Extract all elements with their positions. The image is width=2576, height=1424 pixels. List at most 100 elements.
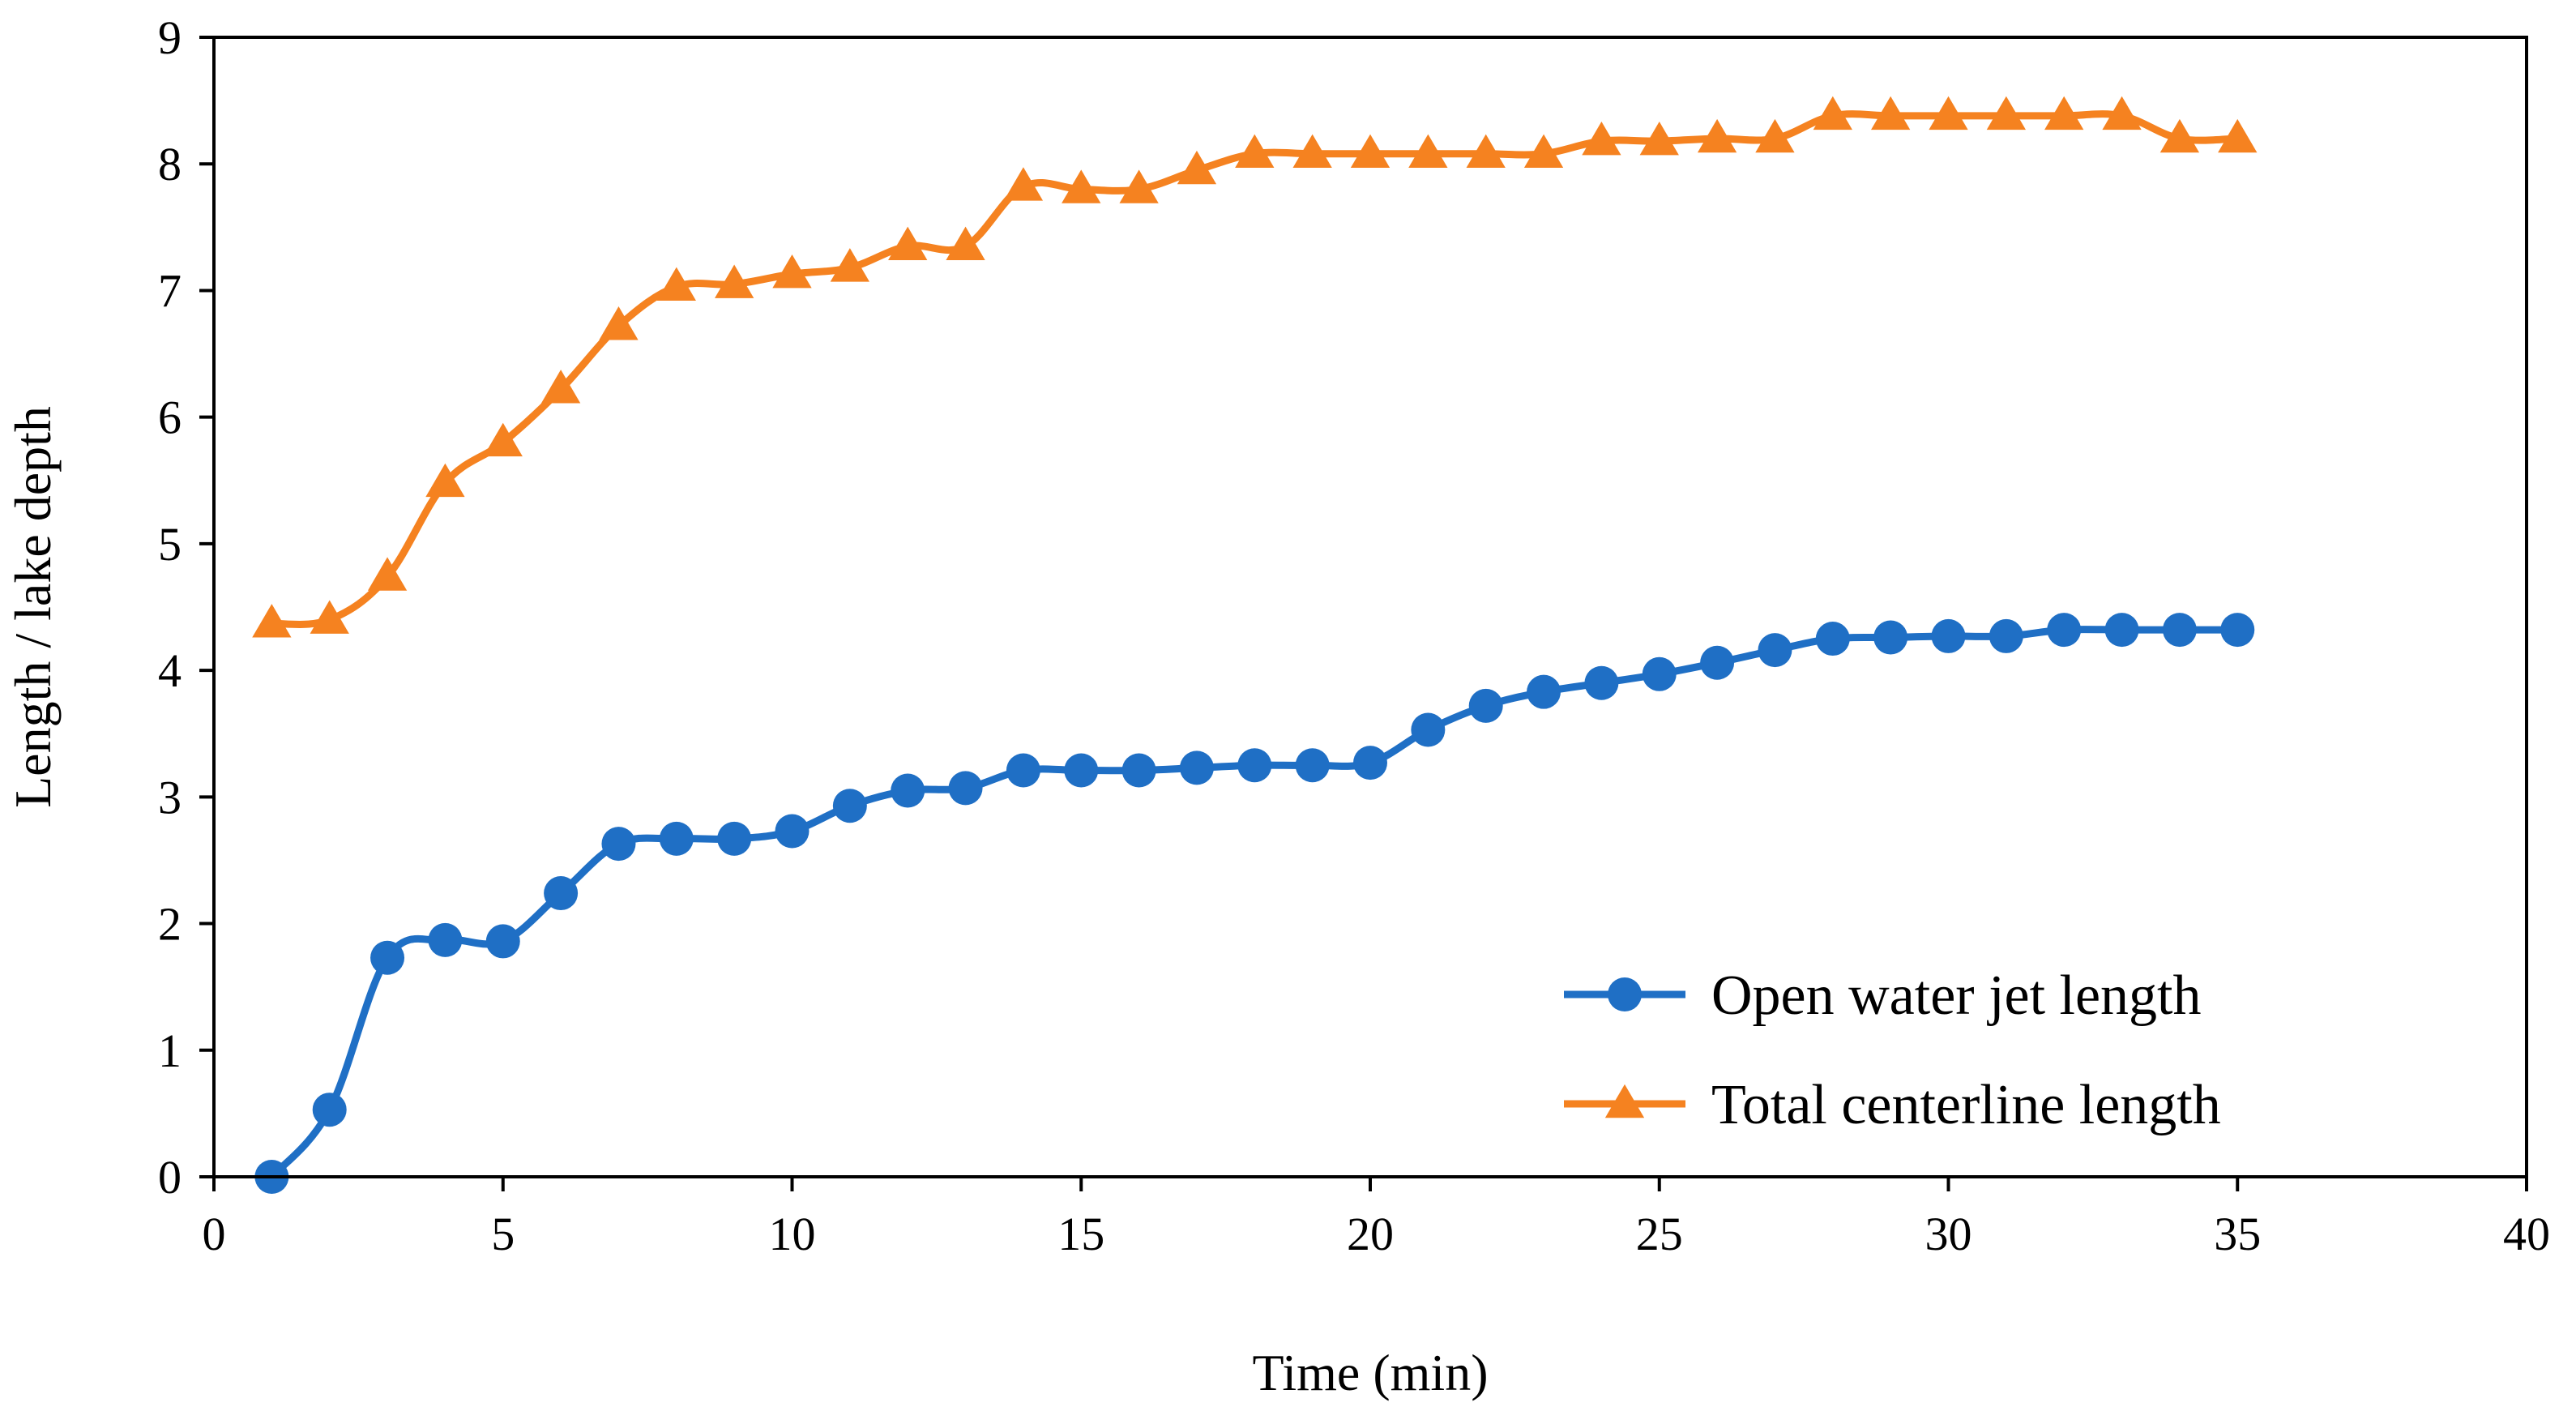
data-point bbox=[659, 821, 694, 856]
data-point bbox=[370, 940, 405, 975]
x-tick-label: 0 bbox=[203, 1208, 226, 1260]
series-layer bbox=[252, 96, 2258, 1194]
data-point bbox=[483, 422, 523, 457]
y-tick-label: 3 bbox=[158, 771, 182, 823]
y-tick-label: 0 bbox=[158, 1151, 182, 1204]
data-point bbox=[1350, 134, 1391, 168]
data-point bbox=[1871, 96, 1911, 130]
legend-label: Open water jet length bbox=[1711, 964, 2202, 1027]
data-point bbox=[1815, 622, 1850, 656]
data-point bbox=[2218, 118, 2258, 153]
y-axis-title: Length / lake depth bbox=[4, 406, 62, 808]
data-point bbox=[599, 306, 639, 340]
data-point bbox=[1411, 712, 1446, 747]
legend-item: Open water jet length bbox=[1564, 964, 2202, 1027]
legend-label: Total centerline length bbox=[1711, 1074, 2221, 1136]
y-axis-ticks: 0 1 2 3 4 5 6 7 8 9 bbox=[158, 11, 214, 1204]
y-tick-label: 9 bbox=[158, 11, 182, 64]
plot-area-border bbox=[212, 36, 2528, 1178]
data-point bbox=[946, 226, 985, 261]
data-point bbox=[540, 370, 581, 404]
data-point bbox=[1064, 753, 1099, 788]
data-point bbox=[1353, 746, 1387, 780]
y-tick-label: 6 bbox=[158, 391, 182, 444]
x-axis-ticks: 0 5 10 15 20 25 30 35 40 bbox=[203, 1177, 2550, 1260]
legend-swatch-marker bbox=[1608, 977, 1642, 1011]
data-point bbox=[2102, 96, 2142, 130]
data-point bbox=[775, 814, 810, 849]
data-point bbox=[425, 463, 465, 498]
data-point bbox=[1582, 121, 1621, 156]
y-tick-label: 2 bbox=[158, 898, 182, 951]
data-point bbox=[830, 248, 869, 282]
data-point bbox=[1642, 656, 1677, 691]
data-point bbox=[2047, 613, 2082, 648]
data-point bbox=[2220, 613, 2255, 648]
data-point bbox=[1235, 134, 1275, 168]
data-point bbox=[1179, 750, 1214, 785]
data-point bbox=[1986, 96, 2026, 130]
data-point bbox=[1527, 674, 1561, 709]
data-point bbox=[1873, 620, 1908, 655]
data-point bbox=[1119, 169, 1159, 203]
x-tick-label: 15 bbox=[1057, 1208, 1104, 1260]
y-tick-label: 4 bbox=[158, 644, 182, 697]
data-point bbox=[1700, 645, 1735, 680]
data-point bbox=[2162, 613, 2197, 648]
data-point bbox=[1989, 618, 2023, 653]
data-point bbox=[1177, 150, 1217, 185]
data-point bbox=[656, 267, 696, 301]
x-tick-label: 35 bbox=[2214, 1208, 2261, 1260]
x-tick-label: 20 bbox=[1347, 1208, 1394, 1260]
x-tick-label: 40 bbox=[2503, 1208, 2550, 1260]
data-point bbox=[1062, 169, 1101, 203]
data-point bbox=[1466, 134, 1506, 168]
data-point bbox=[1639, 121, 1679, 156]
series-2 bbox=[252, 96, 2258, 638]
data-point bbox=[1003, 167, 1044, 201]
data-point bbox=[1121, 753, 1156, 788]
data-point bbox=[1408, 134, 1448, 168]
data-point bbox=[832, 789, 867, 823]
data-point bbox=[1697, 118, 1737, 153]
data-point bbox=[1755, 118, 1795, 153]
data-point bbox=[1468, 688, 1503, 723]
data-point bbox=[428, 922, 463, 957]
y-tick-label: 5 bbox=[158, 518, 182, 571]
data-point bbox=[367, 557, 408, 591]
data-point bbox=[1292, 134, 1332, 168]
data-point bbox=[1295, 748, 1330, 783]
data-point bbox=[1929, 96, 1968, 130]
y-tick-label: 1 bbox=[158, 1024, 182, 1077]
data-point bbox=[1758, 633, 1792, 668]
x-axis-title: Time (min) bbox=[1253, 1344, 1489, 1401]
data-point bbox=[1006, 753, 1040, 788]
data-point bbox=[310, 600, 349, 634]
data-point bbox=[544, 876, 579, 911]
legend: Open water jet length Total centerline le… bbox=[1564, 964, 2221, 1136]
x-tick-label: 5 bbox=[491, 1208, 515, 1260]
x-tick-label: 10 bbox=[769, 1208, 816, 1260]
data-point bbox=[2044, 96, 2084, 130]
data-point bbox=[1523, 134, 1564, 168]
data-point bbox=[717, 821, 752, 856]
data-point bbox=[888, 226, 928, 261]
data-point bbox=[601, 827, 636, 862]
x-tick-label: 30 bbox=[1925, 1208, 1972, 1260]
data-point bbox=[485, 924, 520, 959]
data-point bbox=[1237, 748, 1272, 783]
legend-swatch-marker bbox=[1604, 1084, 1645, 1118]
data-point bbox=[1813, 96, 1852, 130]
legend-item: Total centerline length bbox=[1564, 1074, 2221, 1136]
data-point bbox=[2159, 118, 2200, 153]
data-point bbox=[252, 604, 292, 638]
data-point bbox=[1931, 618, 1966, 653]
y-tick-label: 7 bbox=[158, 264, 182, 317]
data-point bbox=[891, 773, 925, 808]
y-tick-label: 8 bbox=[158, 138, 182, 190]
data-point bbox=[948, 771, 983, 806]
x-tick-label: 25 bbox=[1636, 1208, 1683, 1260]
series-1 bbox=[254, 613, 2255, 1194]
